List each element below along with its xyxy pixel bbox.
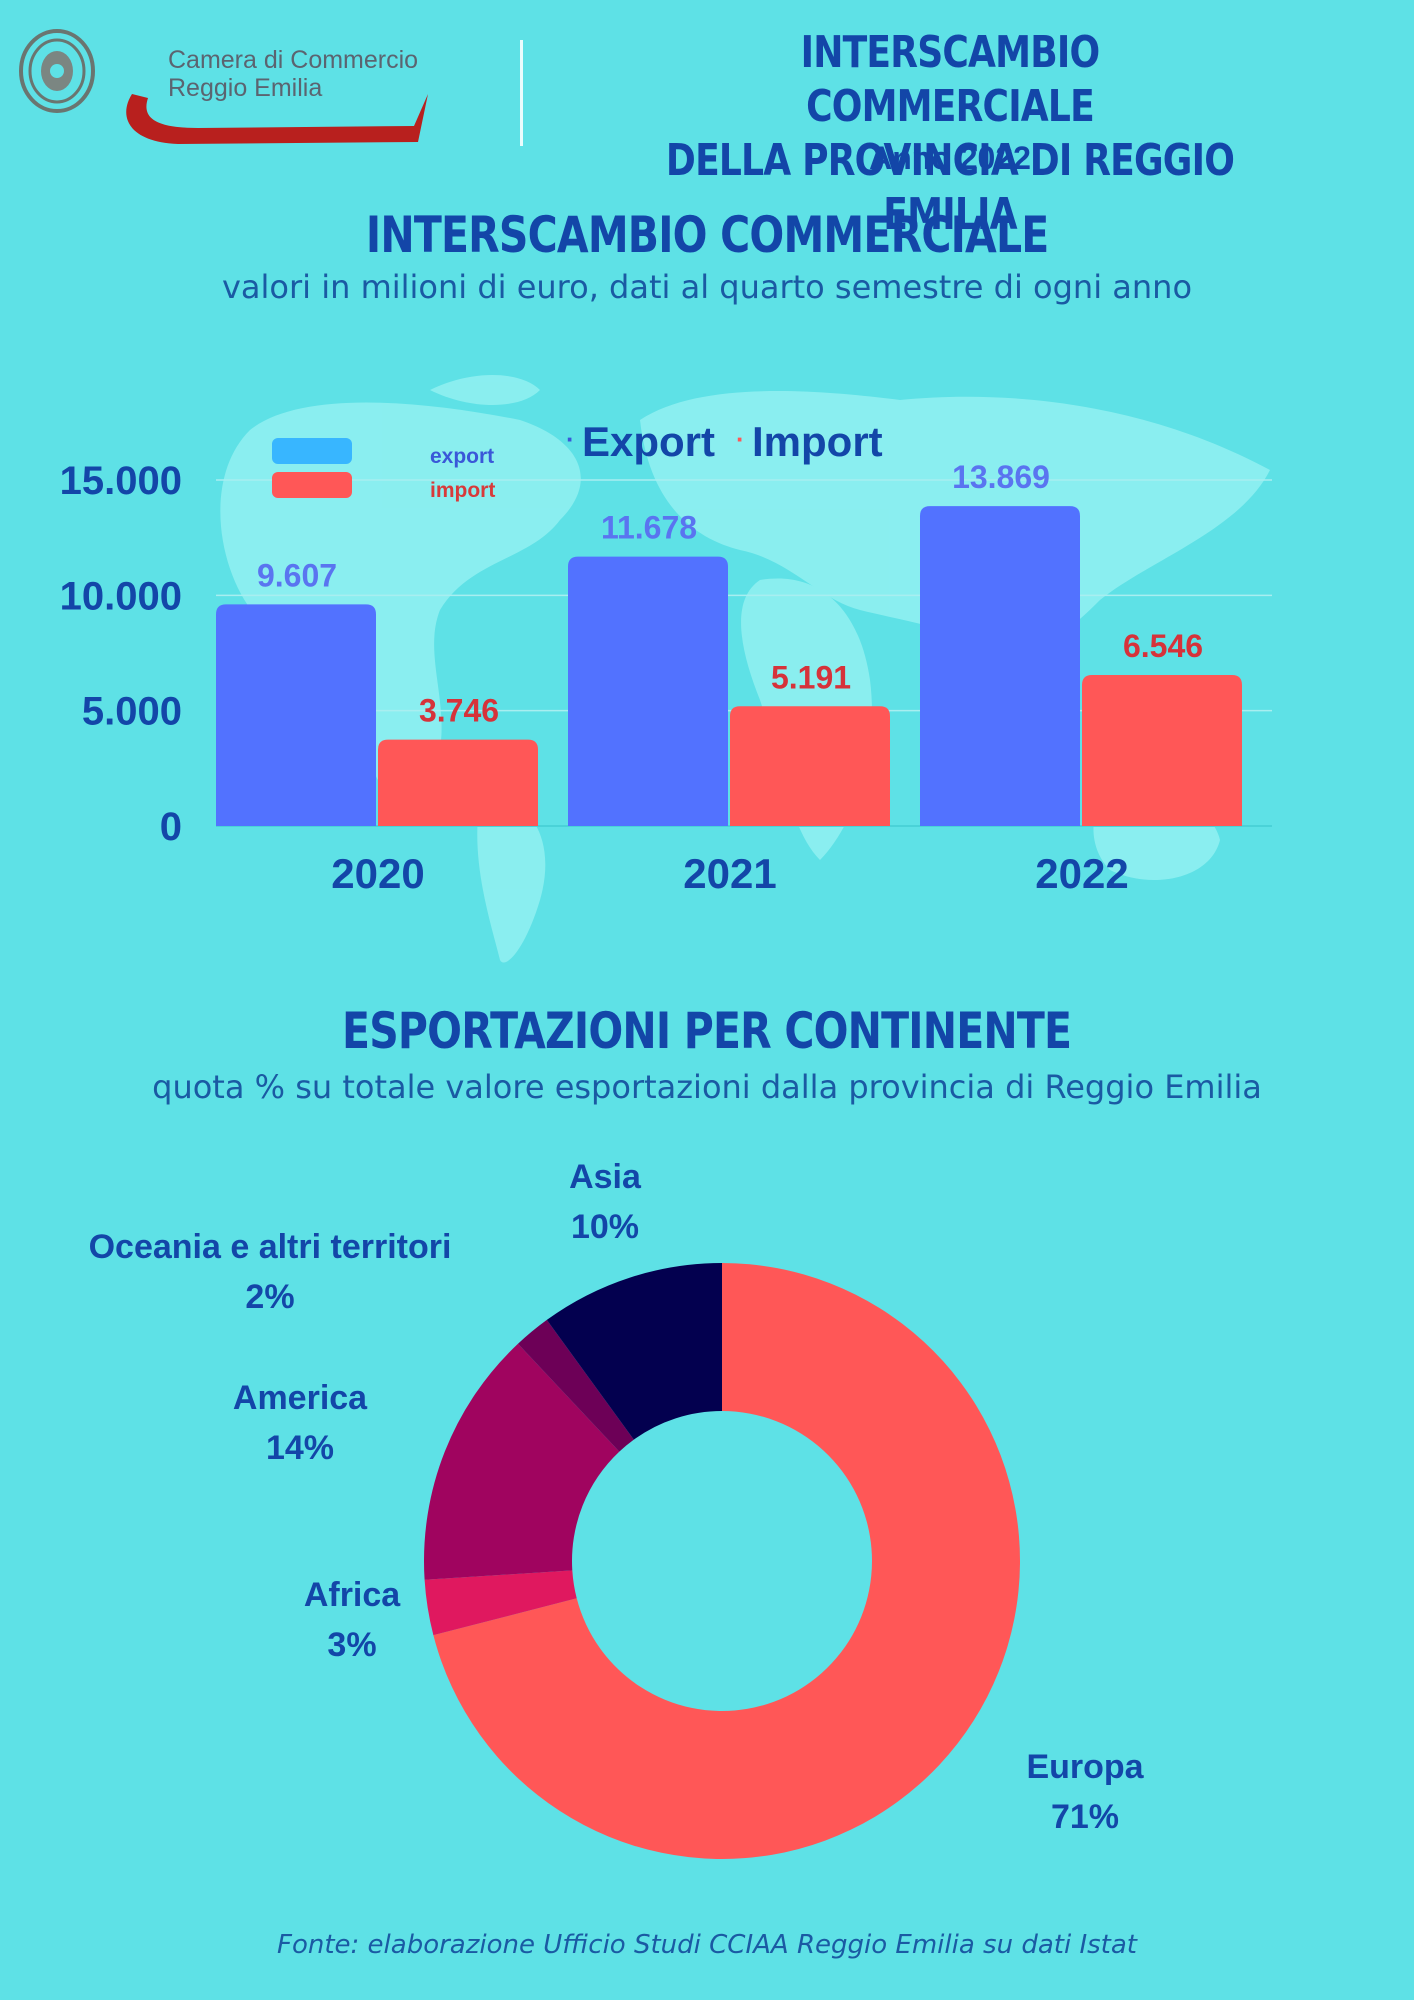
bar-import-2020	[378, 739, 538, 826]
chart-legend: export import · Export · Import	[272, 418, 883, 502]
y-tick-label: 0	[160, 805, 182, 849]
chamber-logo-text: Camera di Commercio Reggio Emilia	[168, 46, 418, 102]
legend-title-export: Export	[582, 418, 715, 465]
pie-label-america: America 14%	[190, 1373, 410, 1473]
bar-value-label-export-2021: 11.678	[601, 510, 697, 546]
y-tick-label: 15.000	[60, 459, 182, 503]
bar-value-label-import-2022: 6.546	[1123, 628, 1203, 664]
pie-label-europa-name: Europa	[1026, 1748, 1144, 1786]
chamber-swoosh-logo	[126, 94, 429, 144]
bar-export-2020	[216, 604, 376, 826]
legend-bullet-export: ·	[566, 424, 575, 454]
trade-section-subtitle: valori in milioni di euro, dati al quart…	[221, 268, 1193, 306]
pie-label-asia: Asia 10%	[520, 1152, 690, 1252]
pie-label-oceania-name: Oceania e altri territori	[88, 1228, 452, 1266]
bar-value-label-import-2021: 5.191	[771, 659, 851, 695]
logo-line-2: Reggio Emilia	[168, 74, 323, 102]
y-tick-label: 5.000	[82, 690, 182, 734]
legend-swatch-export	[272, 438, 352, 464]
donut-slice-africa	[424, 1570, 577, 1636]
bar-series	[216, 506, 1242, 826]
logo-line-1: Camera di Commercio	[168, 46, 419, 74]
legend-bullet-import: ·	[736, 424, 745, 454]
pie-label-asia-name: Asia	[569, 1158, 641, 1196]
pie-label-asia-value: 10%	[570, 1208, 640, 1246]
pie-label-america-name: America	[232, 1379, 368, 1417]
chamber-seal-logo	[19, 29, 95, 113]
header-title: INTERSCAMBIO COMMERCIALE DELLA PROVINCIA…	[663, 26, 1237, 242]
pie-label-oceania-value: 2%	[245, 1278, 295, 1316]
pie-label-oceania: Oceania e altri territori 2%	[40, 1222, 500, 1322]
donut-slice-europa	[433, 1263, 1021, 1859]
legend-label-export: export	[430, 445, 494, 468]
donut-slice-america	[424, 1343, 620, 1580]
pie-label-africa-name: Africa	[303, 1576, 401, 1614]
legend-label-import: import	[430, 479, 495, 502]
continent-section-subtitle: quota % su totale valore esportazioni da…	[152, 1068, 1262, 1106]
bar-import-2021	[730, 706, 890, 826]
bar-value-labels: 9.607 3.746 11.678 5.191 13.869 6.546	[257, 459, 1203, 729]
y-axis: 0 5.000 10.000 15.000	[60, 459, 182, 849]
donut-slices	[424, 1263, 1021, 1859]
x-axis: 2020 2021 2022	[331, 850, 1128, 897]
donut-slice-asia	[546, 1263, 722, 1440]
x-tick-label: 2021	[683, 850, 776, 897]
trade-bar-chart: 0 5.000 10.000 15.000 9.607 3.746 11.678 5.191…	[60, 375, 1272, 963]
header-title-line-2: DELLA PROVINCIA DI REGGIO EMILIA	[665, 135, 1235, 240]
trade-section-title: INTERSCAMBIO COMMERCIALE	[0, 206, 1414, 264]
bar-import-2022	[1082, 675, 1242, 826]
bar-export-2022	[920, 506, 1080, 826]
source-footnote: Fonte: elaborazione Ufficio Studi CCIAA …	[277, 1930, 1137, 1960]
pie-label-europa-value: 71%	[1050, 1798, 1120, 1836]
pie-label-africa: Africa 3%	[262, 1570, 442, 1670]
bar-value-label-import-2020: 3.746	[419, 693, 499, 729]
pie-label-america-value: 14%	[265, 1429, 335, 1467]
pie-label-europa: Europa 71%	[990, 1742, 1180, 1842]
legend-title-import: Import	[752, 418, 883, 465]
donut-slice-oceania	[518, 1319, 634, 1452]
bar-export-2021	[568, 556, 728, 826]
header-title-line-1: INTERSCAMBIO COMMERCIALE	[800, 27, 1101, 132]
continent-section-title-text: ESPORTAZIONI PER CONTINENTE	[342, 1002, 1072, 1060]
continent-section-title: ESPORTAZIONI PER CONTINENTE	[0, 1002, 1414, 1060]
x-tick-label: 2020	[331, 850, 424, 897]
header-divider	[520, 40, 523, 146]
bar-value-label-export-2020: 9.607	[257, 557, 337, 593]
pie-label-africa-value: 3%	[327, 1626, 377, 1664]
continent-donut-chart	[424, 1263, 1021, 1859]
x-tick-label: 2022	[1035, 850, 1128, 897]
y-tick-label: 10.000	[60, 574, 182, 618]
trade-section-title-text: INTERSCAMBIO COMMERCIALE	[365, 206, 1049, 264]
bar-value-label-export-2022: 13.869	[952, 459, 1050, 495]
legend-swatch-import	[272, 472, 352, 498]
header-year: Anno 2022	[869, 140, 1031, 176]
